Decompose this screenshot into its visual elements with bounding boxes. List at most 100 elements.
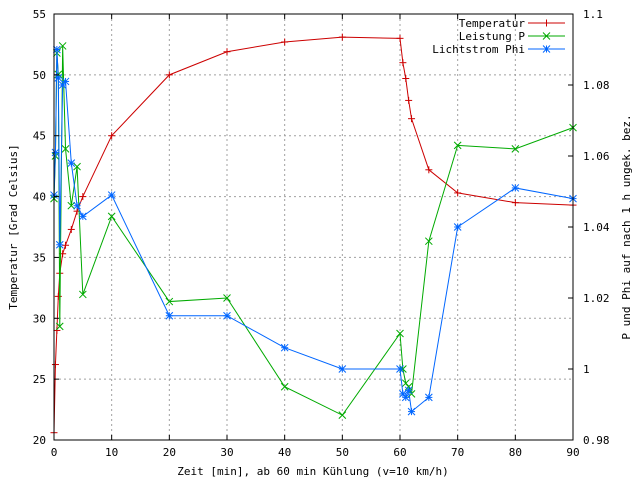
data-point-series-3 xyxy=(54,74,63,82)
data-point-series-2 xyxy=(107,212,116,221)
data-point-series-3 xyxy=(78,212,87,221)
data-point-series-2 xyxy=(67,201,76,210)
legend-marker xyxy=(542,32,551,40)
data-point-series-3-stroke xyxy=(165,311,174,320)
data-point-series-2-stroke xyxy=(223,294,231,302)
data-point-series-1 xyxy=(454,189,462,197)
data-point-series-1 xyxy=(51,361,59,369)
x-ticks: 0 10 20 30 40 50 60 70 80 90 xyxy=(51,14,580,459)
data-point-series-3 xyxy=(107,191,116,199)
data-point-series-3-stroke xyxy=(53,45,61,54)
y-tick-label: 50 xyxy=(33,69,46,82)
data-point-series-2 xyxy=(55,322,64,331)
legend-label: Temperatur xyxy=(459,17,526,30)
data-point-series-3 xyxy=(55,240,64,249)
data-point-series-2 xyxy=(511,145,520,153)
data-point-series-3 xyxy=(165,311,174,320)
data-point-series-3 xyxy=(396,365,404,373)
x-tick-label: 80 xyxy=(509,446,522,459)
data-point-series-1 xyxy=(62,241,70,249)
y-ticks: 20 25 30 35 40 45 50 55 xyxy=(33,8,59,447)
data-point-series-2-stroke xyxy=(338,411,347,420)
data-point-series-1 xyxy=(396,34,404,42)
x-axis-title: Zeit [min], ab 60 min Kühlung (v=10 km/h… xyxy=(177,465,449,478)
data-point-series-3 xyxy=(404,386,413,395)
data-point-series-1 xyxy=(108,132,116,140)
data-point-series-1 xyxy=(79,193,87,201)
data-point-series-1 xyxy=(67,225,75,233)
y2-ticks: 0.98 1 1.02 1.04 1.06 1.08 1.1 xyxy=(568,8,610,447)
data-point-series-3 xyxy=(223,311,231,320)
data-point-series-1 xyxy=(405,96,413,104)
data-point-series-3 xyxy=(401,393,410,402)
data-point-series-2 xyxy=(396,329,404,338)
data-point-series-2-stroke xyxy=(61,145,70,153)
data-point-series-3-stroke xyxy=(223,311,231,320)
data-point-series-3-stroke xyxy=(396,365,404,373)
data-point-series-3-stroke xyxy=(338,365,347,373)
y-tick-label: 45 xyxy=(33,130,46,143)
data-point-series-2-stroke xyxy=(511,145,520,153)
data-point-series-3-stroke xyxy=(511,184,520,192)
data-point-series-2 xyxy=(280,382,289,391)
series-line-3 xyxy=(53,49,574,413)
data-point-series-3-stroke xyxy=(67,159,76,167)
y2-tick-label: 0.98 xyxy=(583,434,610,447)
data-point-series-2 xyxy=(165,297,174,306)
x-tick-label: 30 xyxy=(220,446,233,459)
data-point-series-3 xyxy=(511,184,520,192)
data-point-series-3-stroke xyxy=(453,223,462,231)
legend-marker-stroke xyxy=(542,32,551,40)
data-point-series-2-stroke xyxy=(396,329,404,338)
data-point-series-2 xyxy=(404,382,413,391)
x-tick-label: 90 xyxy=(566,446,579,459)
x-tick-label: 40 xyxy=(278,446,291,459)
x-tick-label: 20 xyxy=(163,446,176,459)
y-tick-label: 20 xyxy=(33,434,46,447)
data-point-series-1 xyxy=(338,33,346,41)
data-point-series-3 xyxy=(407,407,416,416)
plot-frame xyxy=(53,13,574,441)
data-point-series-1 xyxy=(408,115,416,123)
data-point-series-3-stroke xyxy=(54,74,63,82)
series-layer xyxy=(50,33,577,437)
legend-marker xyxy=(543,19,550,27)
data-point-series-3 xyxy=(53,45,61,54)
legend-marker xyxy=(542,45,551,53)
y2-tick-label: 1.02 xyxy=(583,292,610,305)
data-point-series-1 xyxy=(425,166,433,174)
x-tick-label: 70 xyxy=(451,446,464,459)
data-point-series-1 xyxy=(281,38,289,46)
legend-label: Leistung P xyxy=(459,30,526,43)
data-point-series-3-stroke xyxy=(107,191,116,199)
y2-axis-title: P und Phi auf nach 1 h ungek. bez. xyxy=(620,114,633,339)
data-point-series-2 xyxy=(61,145,70,153)
data-point-series-2-stroke xyxy=(55,322,64,331)
legend-label: Lichtstrom Phi xyxy=(432,43,525,56)
data-point-series-2 xyxy=(338,411,347,420)
series-line-2 xyxy=(53,45,574,416)
data-point-series-2 xyxy=(73,162,81,171)
x-tick-label: 60 xyxy=(393,446,406,459)
data-point-series-2-stroke xyxy=(424,237,433,246)
data-point-series-3 xyxy=(67,159,76,167)
data-point-series-3 xyxy=(73,201,81,210)
data-point-series-3 xyxy=(338,365,347,373)
y-tick-label: 40 xyxy=(33,191,46,204)
data-point-series-1 xyxy=(53,326,61,334)
data-point-series-3 xyxy=(453,223,462,231)
y2-tick-label: 1 xyxy=(583,363,590,376)
y2-tick-label: 1.04 xyxy=(583,221,610,234)
data-point-series-3-stroke xyxy=(51,148,60,157)
data-point-series-3-stroke xyxy=(73,201,81,210)
y-axis-title: Temperatur [Grad Celsius] xyxy=(7,144,20,310)
y-tick-label: 30 xyxy=(33,312,46,325)
data-point-series-3-stroke xyxy=(401,393,410,402)
y2-tick-label: 1.1 xyxy=(583,8,603,21)
data-point-series-3 xyxy=(280,343,289,352)
data-point-series-2-stroke xyxy=(67,201,76,210)
data-point-series-3-stroke xyxy=(424,393,433,402)
data-point-series-1 xyxy=(165,71,173,79)
